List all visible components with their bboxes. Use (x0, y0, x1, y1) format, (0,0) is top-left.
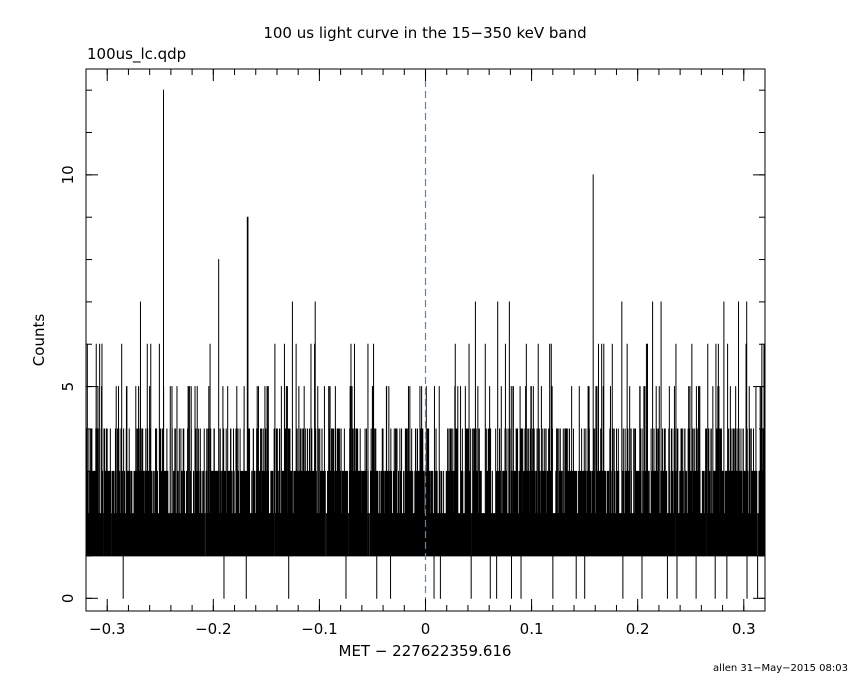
data-layer (85, 89, 766, 599)
x-tick-label: 0.3 (732, 620, 756, 638)
x-tick-label: −0.3 (89, 620, 125, 638)
x-tick-label: 0.1 (520, 620, 544, 638)
x-tick-label: 0.2 (626, 620, 650, 638)
chart-title: 100 us light curve in the 15−350 keV ban… (263, 24, 586, 42)
tick-layer: −0.3 −0.2 −0.1 0 0.1 0.2 0.3 0 5 10 (59, 69, 765, 638)
y-axis-label: Counts (30, 314, 48, 367)
y-tick-label: 0 (59, 594, 77, 604)
file-label: 100us_lc.qdp (87, 45, 186, 64)
y-tick-label: 10 (59, 165, 77, 184)
x-tick-label: −0.1 (301, 620, 337, 638)
footer-stamp: allen 31−May−2015 08:03 (713, 663, 848, 674)
x-tick-label: −0.2 (195, 620, 231, 638)
light-curve-series (85, 89, 766, 599)
x-tick-label: 0 (421, 620, 431, 638)
y-tick-label: 5 (59, 382, 77, 392)
x-axis-label: MET − 227622359.616 (339, 642, 512, 660)
